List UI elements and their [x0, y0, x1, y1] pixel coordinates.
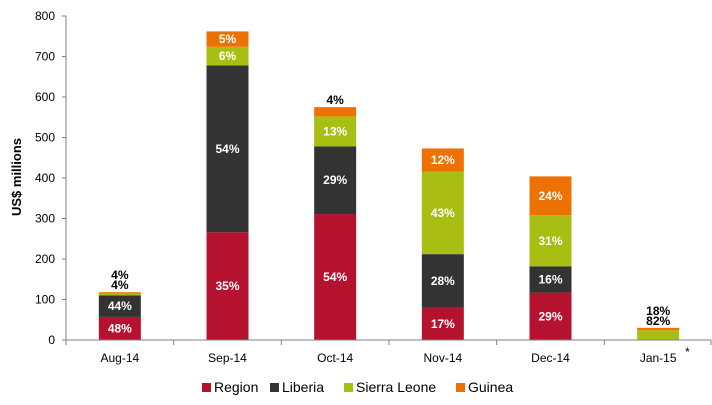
bar-segment — [98, 293, 141, 296]
legend: Region Liberia Sierra Leone Guinea — [202, 379, 513, 395]
segment-label: 35% — [215, 279, 239, 293]
bar-segment — [314, 107, 357, 117]
legend-swatch — [456, 383, 465, 392]
segment-label: 5% — [219, 32, 237, 46]
segment-label-outside: 4% — [326, 93, 344, 107]
bar-segment — [98, 316, 141, 340]
bar-segment — [529, 292, 572, 340]
x-tick-label: Dec-14 — [531, 351, 570, 365]
x-tick-label: Sep-14 — [208, 351, 247, 365]
segment-label: 12% — [431, 153, 455, 167]
segment-label: 44% — [108, 299, 132, 313]
bar-segment — [206, 31, 249, 47]
legend-swatch — [344, 383, 353, 392]
segment-label-outside: 4% — [111, 268, 129, 282]
segment-label: 29% — [538, 309, 562, 323]
segment-label: 48% — [108, 321, 132, 335]
bar-segment — [421, 307, 464, 340]
bar-segment — [637, 327, 680, 331]
segment-label: 13% — [323, 124, 347, 138]
legend-label: Guinea — [468, 379, 513, 395]
y-tick-label: 600 — [35, 90, 55, 104]
bar-segment — [314, 214, 357, 340]
bar-segment — [98, 295, 141, 317]
bar-segment — [421, 254, 464, 308]
segment-label-outside: 82% — [646, 314, 670, 328]
x-tick-label: Aug-14 — [100, 351, 139, 365]
bar-segment — [314, 116, 357, 147]
bar-segment — [529, 215, 572, 267]
category-footnote-mark: * — [685, 345, 690, 359]
segment-label: 54% — [215, 142, 239, 156]
x-tick-label: Nov-14 — [423, 351, 462, 365]
y-tick-label: 500 — [35, 131, 55, 145]
segment-label-outside: 4% — [111, 278, 129, 292]
legend-label: Region — [214, 379, 258, 395]
segment-label-outside: 18% — [646, 304, 670, 318]
x-axis: Aug-14 Sep-14 Oct-14 Nov-14 Dec-14 Jan-15 * — [65, 339, 712, 365]
segment-label: 6% — [219, 49, 237, 63]
x-tick-label: Oct-14 — [317, 351, 353, 365]
y-tick-label: 100 — [35, 293, 55, 307]
segment-label: 28% — [431, 274, 455, 288]
legend-label: Sierra Leone — [356, 379, 436, 395]
bar-segment — [206, 65, 249, 233]
y-tick-label: 300 — [35, 212, 55, 226]
legend-swatch — [270, 383, 279, 392]
bar-segment — [637, 330, 680, 340]
bar-segment — [529, 266, 572, 293]
segment-label: 24% — [538, 189, 562, 203]
y-tick-label: 800 — [35, 9, 55, 23]
segment-label: 16% — [538, 272, 562, 286]
segment-labels: 48%44%4%4%35%54%6%5%54%29%13%4%17%28%43%… — [108, 32, 671, 335]
bar-segment — [529, 176, 572, 216]
bar-segment — [421, 171, 464, 255]
bar-segment — [421, 148, 464, 172]
segment-label: 43% — [431, 206, 455, 220]
segment-label: 54% — [323, 270, 347, 284]
y-tick-label: 200 — [35, 252, 55, 266]
bar-segment — [206, 232, 249, 340]
y-tick-label: 0 — [48, 333, 55, 347]
y-axis-title: US$ millions — [9, 138, 24, 216]
legend-label: Liberia — [282, 379, 324, 395]
legend-swatch — [202, 383, 211, 392]
y-axis: 0 100 200 300 400 500 600 700 800 — [35, 9, 67, 347]
segment-label: 17% — [431, 317, 455, 331]
bar-segment — [206, 46, 249, 66]
segment-label: 31% — [538, 234, 562, 248]
bar-segment — [98, 292, 141, 294]
x-tick-label: Jan-15 — [640, 351, 677, 365]
bars — [98, 31, 680, 340]
bar-segment — [314, 146, 357, 215]
y-tick-label: 700 — [35, 50, 55, 64]
segment-label: 29% — [323, 173, 347, 187]
y-tick-label: 400 — [35, 171, 55, 185]
